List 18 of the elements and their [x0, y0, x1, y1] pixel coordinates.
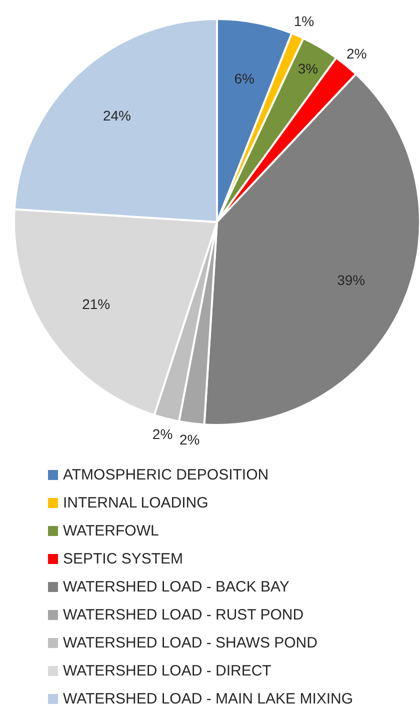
legend-label: WATERFOWL [63, 522, 159, 540]
data-label: 1% [294, 13, 314, 30]
legend-label: WATERSHED LOAD - MAIN LAKE MIXING [63, 690, 354, 708]
legend-label: WATERSHED LOAD - DIRECT [63, 662, 272, 680]
data-label: 2% [346, 45, 367, 62]
legend-label: WATERSHED LOAD - SHAWS POND [63, 634, 318, 652]
legend-label: SEPTIC SYSTEM [63, 550, 184, 568]
data-label: 39% [337, 272, 366, 288]
legend-label: WATERSHED LOAD - BACK BAY [63, 578, 290, 596]
data-label: 3% [298, 60, 318, 76]
data-label: 2% [152, 426, 173, 442]
data-label: 21% [82, 296, 110, 312]
legend-label: WATERSHED LOAD - RUST POND [63, 606, 304, 624]
data-label: 2% [179, 431, 200, 448]
legend-label: ATMOSPHERIC DEPOSITION [63, 466, 269, 484]
legend-label: INTERNAL LOADING [63, 494, 208, 512]
data-label: 24% [102, 107, 131, 124]
data-label: 6% [234, 70, 255, 86]
